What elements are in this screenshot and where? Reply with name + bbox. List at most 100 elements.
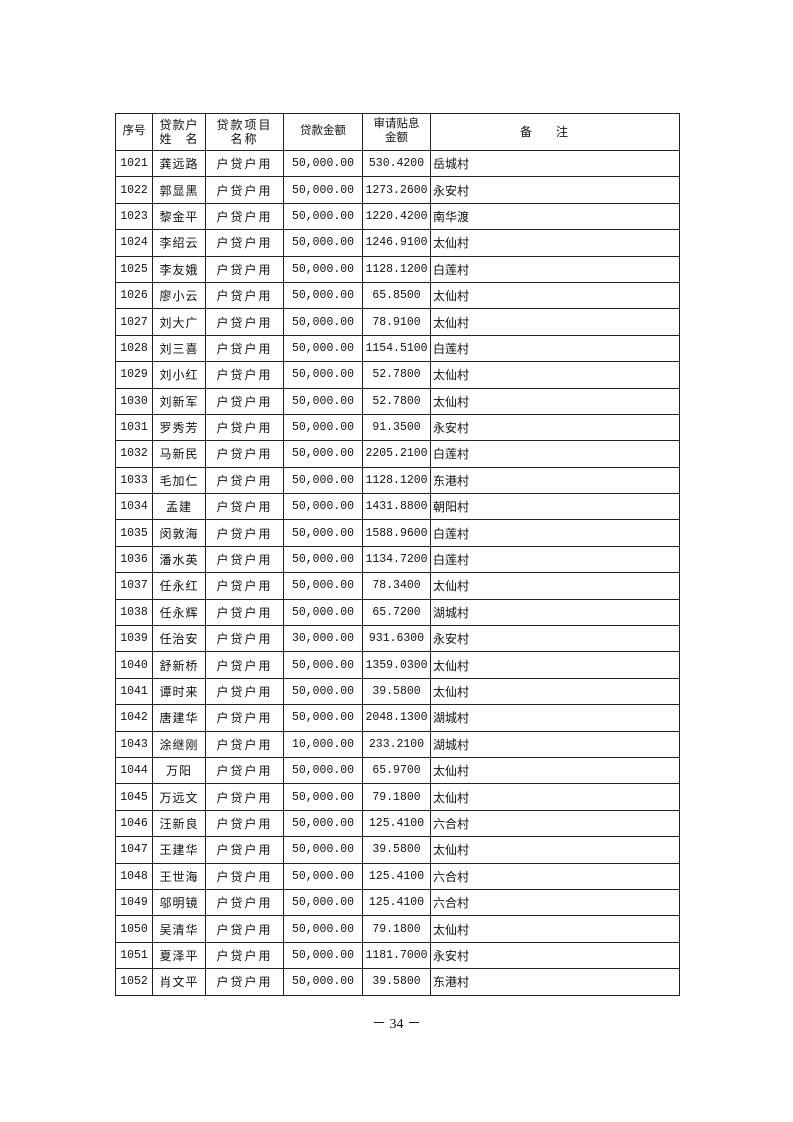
cell-index: 1045: [115, 783, 153, 811]
cell-subsidy-amount: 125.4100: [362, 862, 431, 890]
table-row: 1032 马新民 户贷户用 50,000.00 2205.2100 白莲村: [115, 440, 680, 468]
cell-name: 黎金平: [152, 202, 206, 231]
cell-loan-amount: 50,000.00: [283, 756, 363, 785]
cell-loan-amount: 50,000.00: [283, 545, 363, 574]
cell-remarks: 六合村: [430, 862, 680, 890]
cell-loan-amount: 50,000.00: [283, 176, 363, 204]
cell-project: 户贷户用: [205, 255, 284, 283]
cell-remarks: 太仙村: [430, 308, 680, 336]
cell-project: 户贷户用: [205, 915, 284, 943]
cell-name: 马新民: [152, 440, 206, 468]
cell-loan-amount: 50,000.00: [283, 704, 363, 732]
page-number: － 34 －: [372, 1017, 421, 1032]
table-row: 1038 任永辉 户贷户用 50,000.00 65.7200 湖城村: [115, 598, 680, 627]
cell-name: 肖文平: [152, 968, 206, 996]
cell-subsidy-amount: 125.4100: [362, 888, 431, 917]
cell-subsidy-amount: 65.9700: [362, 756, 431, 785]
cell-name: 任永红: [152, 572, 206, 600]
cell-index: 1041: [115, 677, 153, 706]
cell-remarks: 太仙村: [430, 836, 680, 864]
table-row: 1045 万远文 户贷户用 50,000.00 79.1800 太仙村: [115, 783, 680, 811]
cell-index: 1039: [115, 625, 153, 653]
cell-project: 户贷户用: [205, 888, 284, 917]
cell-subsidy-amount: 233.2100: [362, 730, 431, 758]
cell-subsidy-amount: 1128.1200: [362, 255, 431, 283]
cell-subsidy-amount: 78.9100: [362, 308, 431, 336]
header-row: 序号 贷款户姓 名贷款项目 名称 贷款金额 审请贴息 金额 备注: [115, 113, 680, 151]
cell-project: 户贷户用: [205, 677, 284, 706]
cell-name: 万远文: [152, 783, 206, 811]
cell-loan-amount: 50,000.00: [283, 677, 363, 706]
table-row: 1043 涂继刚 户贷户用 10,000.00 233.2100 湖城村: [115, 730, 680, 758]
cell-remarks: 太仙村: [430, 387, 680, 415]
cell-remarks: 六合村: [430, 888, 680, 917]
table-row: 1041 谭时来 户贷户用 50,000.00 39.5800 太仙村: [115, 677, 680, 706]
cell-index: 1049: [115, 888, 153, 917]
cell-subsidy-amount: 39.5800: [362, 677, 431, 706]
cell-subsidy-amount: 931.6300: [362, 625, 431, 653]
cell-name: 夏泽平: [152, 941, 206, 970]
cell-loan-amount: 50,000.00: [283, 783, 363, 811]
cell-name: 廖小云: [152, 281, 206, 310]
table-row: 1049 邬明镜 户贷户用 50,000.00 125.4100 六合村: [115, 888, 680, 917]
cell-project: 户贷户用: [205, 493, 284, 521]
cell-project: 户贷户用: [205, 704, 284, 732]
cell-name: 汪新良: [152, 809, 206, 838]
cell-loan-amount: 50,000.00: [283, 413, 363, 442]
cell-subsidy-amount: 39.5800: [362, 968, 431, 996]
cell-subsidy-amount: 1431.8800: [362, 493, 431, 521]
cell-subsidy-amount: 1134.7200: [362, 545, 431, 574]
cell-name: 邬明镜: [152, 888, 206, 917]
cell-project: 户贷户用: [205, 809, 284, 838]
header-borrower-name: 贷款户姓 名: [152, 113, 206, 151]
cell-project: 户贷户用: [205, 413, 284, 442]
cell-subsidy-amount: 1246.9100: [362, 229, 431, 257]
cell-name: 孟建: [152, 493, 206, 521]
cell-name: 涂继刚: [152, 730, 206, 758]
cell-project: 户贷户用: [205, 229, 284, 257]
cell-index: 1047: [115, 836, 153, 864]
cell-subsidy-amount: 39.5800: [362, 836, 431, 864]
cell-name: 李绍云: [152, 229, 206, 257]
cell-project: 户贷户用: [205, 968, 284, 996]
table-row: 1044 万阳 户贷户用 50,000.00 65.9700 太仙村: [115, 756, 680, 785]
cell-loan-amount: 50,000.00: [283, 361, 363, 389]
cell-loan-amount: 10,000.00: [283, 730, 363, 758]
cell-name: 万阳: [152, 756, 206, 785]
cell-remarks: 东港村: [430, 466, 680, 495]
header-subsidy-amount: 审请贴息 金额: [362, 113, 431, 151]
cell-project: 户贷户用: [205, 572, 284, 600]
cell-index: 1040: [115, 651, 153, 679]
cell-subsidy-amount: 78.3400: [362, 572, 431, 600]
cell-name: 王世海: [152, 862, 206, 890]
cell-index: 1043: [115, 730, 153, 758]
cell-remarks: 南华渡: [430, 202, 680, 231]
cell-name: 潘水英: [152, 545, 206, 574]
cell-project: 户贷户用: [205, 730, 284, 758]
cell-loan-amount: 50,000.00: [283, 888, 363, 917]
table-row: 1047 王建华 户贷户用 50,000.00 39.5800 太仙村: [115, 836, 680, 864]
cell-name: 任永辉: [152, 598, 206, 627]
cell-loan-amount: 50,000.00: [283, 202, 363, 231]
cell-project: 户贷户用: [205, 466, 284, 495]
cell-loan-amount: 50,000.00: [283, 572, 363, 600]
cell-remarks: 太仙村: [430, 756, 680, 785]
cell-subsidy-amount: 1128.1200: [362, 466, 431, 495]
cell-subsidy-amount: 91.3500: [362, 413, 431, 442]
table-row: 1029 刘小红 户贷户用 50,000.00 52.7800 太仙村: [115, 361, 680, 389]
cell-name: 刘大广: [152, 308, 206, 336]
cell-name: 刘小红: [152, 361, 206, 389]
cell-remarks: 白莲村: [430, 545, 680, 574]
cell-name: 舒新桥: [152, 651, 206, 679]
subsidy-table: 序号 贷款户姓 名贷款项目 名称 贷款金额 审请贴息 金额 备注 1021 龚远路 户贷户用 50…: [115, 113, 680, 996]
cell-remarks: 太仙村: [430, 572, 680, 600]
cell-index: 1037: [115, 572, 153, 600]
cell-index: 1031: [115, 413, 153, 442]
cell-remarks: 白莲村: [430, 440, 680, 468]
cell-remarks: 朝阳村: [430, 493, 680, 521]
table-row: 1025 李友娥 户贷户用 50,000.00 1128.1200 白莲村: [115, 255, 680, 283]
cell-index: 1051: [115, 941, 153, 970]
cell-name: 唐建华: [152, 704, 206, 732]
cell-loan-amount: 50,000.00: [283, 149, 363, 178]
cell-project: 户贷户用: [205, 176, 284, 204]
